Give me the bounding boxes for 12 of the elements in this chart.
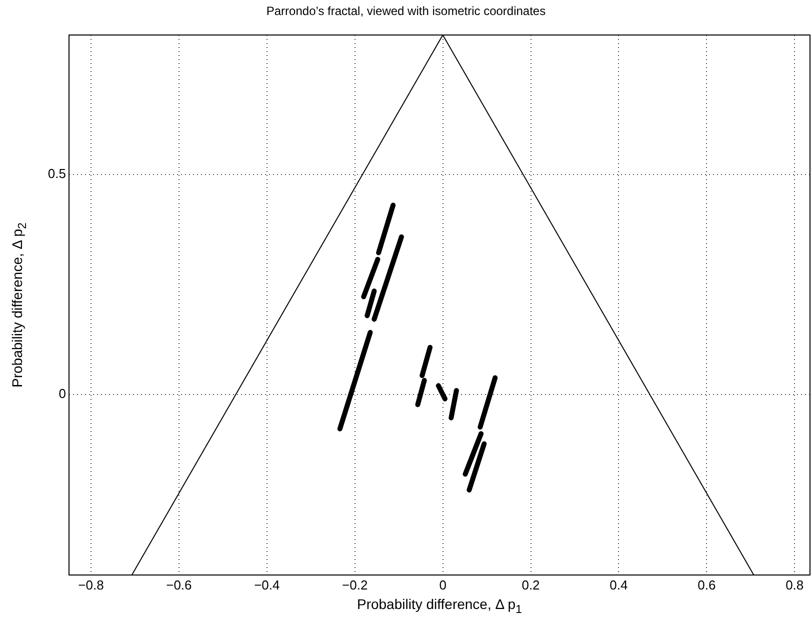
x-tick-label: −0.6 <box>166 577 192 592</box>
x-tick-label: 0 <box>439 577 446 592</box>
x-tick-label: −0.8 <box>78 577 104 592</box>
x-axis-title: Probability difference, Δ p$_{1}$ <box>356 596 523 616</box>
x-tick-label: 0.2 <box>522 577 540 592</box>
x-tick-label: 0.6 <box>698 577 716 592</box>
x-tick-label: 0.8 <box>786 577 804 592</box>
x-tick-label: 0.4 <box>610 577 628 592</box>
x-tick-label: −0.4 <box>254 577 280 592</box>
y-tick-label: 0.5 <box>48 166 66 181</box>
chart-title: Parrondo’s fractal, viewed with isometric coordinates <box>265 4 547 18</box>
x-tick-label: −0.2 <box>342 577 368 592</box>
